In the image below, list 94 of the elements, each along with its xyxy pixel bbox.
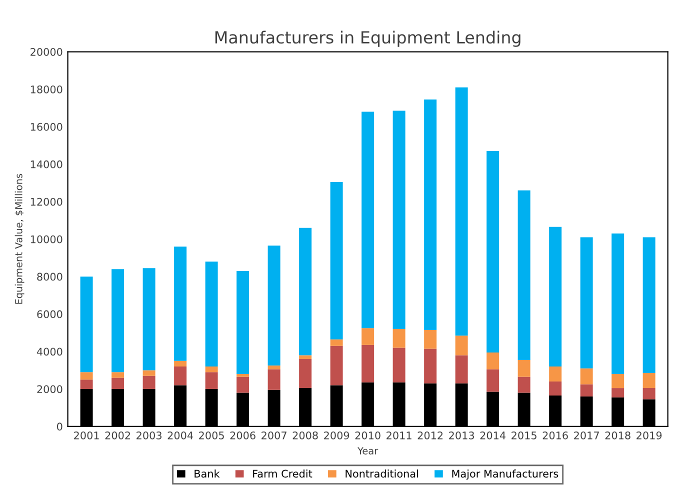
bar — [236, 270, 250, 374]
legend-label: Nontraditional — [346, 470, 418, 478]
x-tick-label: 2011 — [386, 431, 412, 440]
bar — [142, 370, 156, 376]
y-tick-label: 16000 — [30, 122, 62, 131]
bar — [205, 366, 218, 372]
x-tick-label: 2019 — [636, 431, 662, 440]
bar — [299, 355, 312, 360]
y-tick-label: 2000 — [37, 385, 62, 394]
bar — [236, 376, 250, 393]
y-tick-label: 14000 — [30, 160, 62, 168]
x-tick-label: 2001 — [74, 431, 99, 440]
bar — [112, 269, 124, 372]
bar — [268, 369, 280, 390]
bar — [299, 359, 312, 388]
bar — [142, 376, 156, 389]
bar — [518, 360, 530, 377]
bar — [486, 151, 500, 352]
x-tick-label: 2014 — [480, 431, 506, 440]
bar — [174, 246, 187, 361]
bar — [612, 233, 624, 374]
y-axis-title: Equipment Value, $Millions — [14, 174, 24, 304]
bar — [424, 348, 437, 384]
bar — [362, 328, 374, 345]
y-tick-label: 10000 — [30, 235, 62, 244]
y-tick-label: 12000 — [30, 198, 62, 206]
x-tick-label: 2008 — [292, 431, 318, 440]
bar — [80, 372, 93, 380]
x-axis-title: Year — [358, 447, 378, 454]
bar — [142, 268, 156, 370]
bar — [455, 87, 468, 336]
bar — [268, 246, 280, 366]
bar — [642, 237, 656, 374]
bar — [455, 355, 468, 384]
legend-label: Major Manufacturers — [452, 470, 558, 480]
x-tick-label: 2015 — [512, 431, 536, 440]
bar — [424, 330, 437, 349]
y-tick-label: 8000 — [37, 272, 62, 281]
chart-title: Manufacturers in Equipment Lending — [215, 30, 520, 47]
bar — [455, 336, 468, 356]
x-tick-label: 2006 — [230, 431, 256, 440]
x-tick-label: 2007 — [262, 431, 286, 440]
y-tick-label: 20000 — [30, 48, 62, 56]
y-tick-label: 18000 — [30, 85, 62, 94]
legend-label: Bank — [194, 470, 220, 478]
bar — [80, 276, 93, 372]
bar — [392, 110, 406, 330]
x-tick-label: 2003 — [136, 431, 162, 440]
bar — [549, 366, 562, 382]
x-tick-label: 2004 — [168, 431, 193, 440]
x-tick-label: 2018 — [605, 431, 630, 440]
bar — [642, 388, 656, 400]
bar — [580, 368, 593, 384]
bar — [268, 366, 280, 370]
bar — [518, 190, 530, 360]
x-tick-label: 2013 — [449, 431, 474, 440]
bar — [424, 100, 437, 330]
x-tick-label: 2017 — [574, 431, 599, 440]
bar — [330, 182, 343, 340]
bar — [362, 112, 374, 328]
x-tick-label: 2010 — [355, 431, 380, 440]
bar — [205, 372, 218, 389]
bar — [236, 374, 250, 377]
bar — [518, 376, 530, 393]
bar — [174, 360, 187, 366]
y-tick-label: 0 — [57, 422, 62, 431]
bar — [392, 329, 406, 348]
bar — [549, 226, 562, 366]
bar — [392, 348, 406, 382]
bar — [80, 380, 93, 389]
bar — [486, 352, 500, 370]
bar — [580, 384, 593, 396]
bar — [580, 237, 593, 368]
bar — [612, 388, 624, 398]
bar — [174, 366, 187, 386]
y-tick-label: 4000 — [36, 348, 62, 356]
x-tick-label: 2002 — [105, 431, 130, 440]
x-tick-label: 2009 — [324, 431, 350, 440]
bar — [486, 369, 500, 392]
legend-label: Farm Credit — [253, 470, 312, 478]
x-tick-label: 2005 — [199, 431, 224, 440]
bar — [362, 344, 374, 382]
bar — [112, 372, 124, 378]
y-tick-label: 6000 — [37, 310, 62, 318]
x-tick-label: 2016 — [542, 431, 568, 440]
bar — [549, 381, 562, 396]
bar — [642, 373, 656, 388]
bar — [612, 374, 624, 388]
bar — [330, 339, 343, 346]
bar — [330, 346, 343, 386]
bar — [205, 262, 218, 366]
bar — [112, 378, 124, 389]
x-tick-label: 2012 — [418, 431, 443, 440]
bar — [299, 228, 312, 356]
